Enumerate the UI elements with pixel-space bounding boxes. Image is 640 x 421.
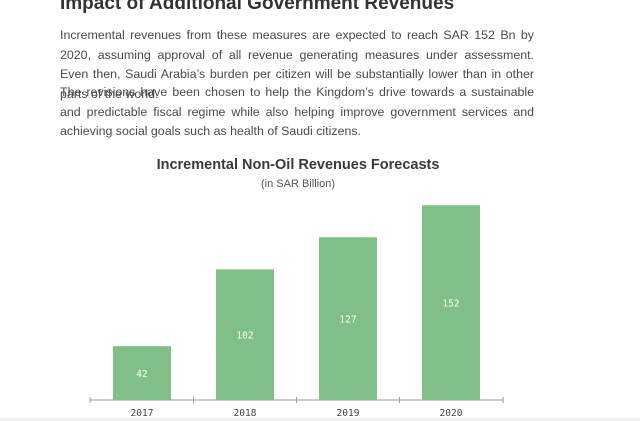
bar-2019 — [319, 237, 377, 400]
bar-2017 — [113, 346, 171, 400]
bar-2020 — [422, 205, 480, 400]
paragraph-fiscal-regime: The revisions have been chosen to help t… — [60, 85, 534, 138]
bar-value-label-2018: 102 — [236, 331, 253, 342]
bar-value-label-2019: 127 — [339, 315, 356, 326]
x-tick-label-2020: 2020 — [440, 408, 463, 419]
x-tick-label-2017: 2017 — [131, 408, 154, 419]
section-heading: Impact of Additional Government Revenues — [60, 0, 455, 14]
bar-2018 — [216, 269, 274, 400]
bar-value-label-2020: 152 — [442, 299, 459, 310]
page-bottom-edge — [0, 418, 640, 421]
paragraph-revenue-forecast: Incremental revenues from these measures… — [60, 28, 534, 101]
chart-title: Incremental Non-Oil Revenues Forecasts — [156, 157, 440, 173]
bar-value-label-2017: 42 — [136, 369, 147, 380]
chart-subtitle: (in SAR Billion) — [261, 178, 335, 190]
x-tick-label-2018: 2018 — [234, 408, 257, 419]
x-tick-label-2019: 2019 — [337, 408, 360, 419]
